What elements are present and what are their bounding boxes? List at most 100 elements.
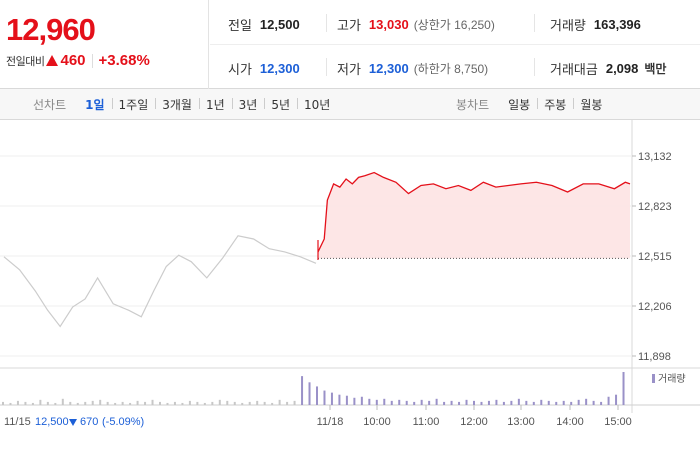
volume-bar (517, 398, 520, 405)
volume-bar (106, 401, 109, 405)
x-tick-label: 15:00 (604, 416, 632, 428)
divider (326, 14, 327, 32)
chart-grid (0, 120, 700, 413)
volume-bar (39, 399, 42, 405)
volume-bar (622, 372, 625, 405)
change-label: 전일대비 (6, 54, 45, 68)
tab-1d[interactable]: 1일 (85, 98, 105, 112)
volume-bar (510, 400, 513, 405)
volume-bar (600, 401, 603, 405)
series-line-11-18 (317, 171, 631, 253)
prev-day-pct: (-5.09%) (102, 416, 144, 428)
change-row: 전일대비 460 +3.68% (6, 52, 150, 69)
prev-day-close: 12,500 (35, 416, 69, 428)
volume-bar (383, 398, 386, 405)
tab-1w[interactable]: 1주일 (111, 96, 156, 113)
volume-bar (84, 401, 87, 405)
volume-bar (61, 398, 64, 405)
volume-bar (338, 394, 341, 405)
volume-bar (308, 382, 311, 405)
volume-bar (487, 400, 490, 405)
volume-bar (562, 400, 565, 405)
volume-bar (532, 401, 535, 405)
line-chart-title: 선차트 (33, 98, 67, 112)
volume-layer (2, 372, 625, 405)
volume-bar (76, 402, 79, 405)
stat-low: 저가 12,300 (하한가 8,750) (337, 61, 489, 78)
volume-bar (203, 402, 206, 405)
volume-bar (555, 401, 558, 405)
chart-tab-bar: 선차트 1일 1주일 3개월 1년 3년 5년 10년 봉차트 일봉 주봉 월봉 (0, 89, 700, 120)
volume-bar (607, 396, 610, 405)
volume-bar (458, 401, 461, 405)
volume-bar (585, 398, 588, 405)
volume-bar (218, 399, 221, 405)
current-price: 12,960 (6, 12, 96, 47)
volume-bar (31, 402, 34, 405)
y-axis: 13,132 12,823 12,515 12,206 11,898 (632, 151, 672, 363)
tab-weekly-candle[interactable]: 주봉 (537, 96, 573, 113)
volume-bar (353, 397, 356, 405)
x-tick-label: 11/18 (317, 416, 344, 428)
volume-bar (196, 401, 199, 405)
tab-monthly-candle[interactable]: 월봉 (573, 96, 609, 113)
x-tick-label: 14:00 (556, 416, 584, 428)
volume-bar (405, 400, 408, 405)
x-tick-label: 11:00 (413, 416, 440, 428)
volume-bar (233, 401, 236, 405)
volume-bar (316, 386, 318, 405)
volume-bar (91, 400, 94, 405)
volume-bar (46, 401, 49, 405)
tab-3m[interactable]: 3개월 (155, 96, 199, 113)
divider (326, 58, 327, 76)
stat-prev-close: 전일 12,500 (228, 17, 300, 34)
volume-bar (570, 401, 573, 405)
y-tick-label: 13,132 (638, 151, 672, 163)
tab-10y[interactable]: 10년 (297, 96, 337, 113)
volume-bar (256, 400, 259, 405)
x-tick-label: 10:00 (363, 416, 391, 428)
series-area-11-18 (318, 172, 630, 259)
volume-bar (540, 399, 543, 405)
tab-5y[interactable]: 5년 (264, 96, 297, 113)
prev-day-change: 670 (80, 416, 98, 428)
volume-bar (2, 401, 4, 405)
stat-volume: 거래량 163,396 (550, 17, 641, 34)
volume-bar (330, 392, 333, 405)
volume-bar (9, 402, 12, 405)
divider (210, 44, 700, 45)
volume-bar (114, 402, 117, 405)
volume-bar (323, 390, 326, 405)
tab-3y[interactable]: 3년 (231, 96, 265, 113)
volume-bar (413, 401, 416, 405)
volume-bar (360, 396, 363, 405)
volume-bar (16, 400, 19, 405)
y-tick-label: 12,206 (638, 301, 672, 313)
volume-bar (263, 401, 266, 405)
quote-header: 12,960 전일대비 460 +3.68% 전일 12,500 고가 13,0… (0, 0, 700, 89)
divider (534, 58, 535, 76)
volume-bar (615, 394, 618, 405)
volume-bar (24, 401, 27, 405)
change-amount: 460 (60, 52, 86, 69)
volume-bar (345, 395, 348, 405)
volume-bar (69, 401, 72, 405)
volume-bar (301, 376, 304, 405)
y-tick-label: 12,515 (638, 251, 672, 263)
divider (534, 14, 535, 32)
stat-high: 고가 13,030 (상한가 16,250) (337, 17, 495, 34)
volume-bar (99, 399, 102, 405)
tab-daily-candle[interactable]: 일봉 (508, 98, 531, 112)
x-tick-label: 12:00 (460, 416, 488, 428)
x-axis: 11/18 10:00 11:00 12:00 13:00 14:00 15:00 (317, 405, 632, 428)
volume-bar (188, 400, 191, 405)
volume-bar (473, 400, 475, 405)
tab-1y[interactable]: 1년 (198, 96, 232, 113)
stat-trade-value: 거래대금 2,098 백만 (550, 61, 667, 78)
y-tick-label: 12,823 (638, 201, 672, 213)
prev-day-date: 11/15 (4, 416, 31, 428)
line-chart-tabs: 선차트 1일 1주일 3개월 1년 3년 5년 10년 (33, 89, 337, 120)
volume-bar (144, 401, 147, 405)
volume-bar (525, 400, 528, 405)
volume-bar (278, 399, 281, 405)
